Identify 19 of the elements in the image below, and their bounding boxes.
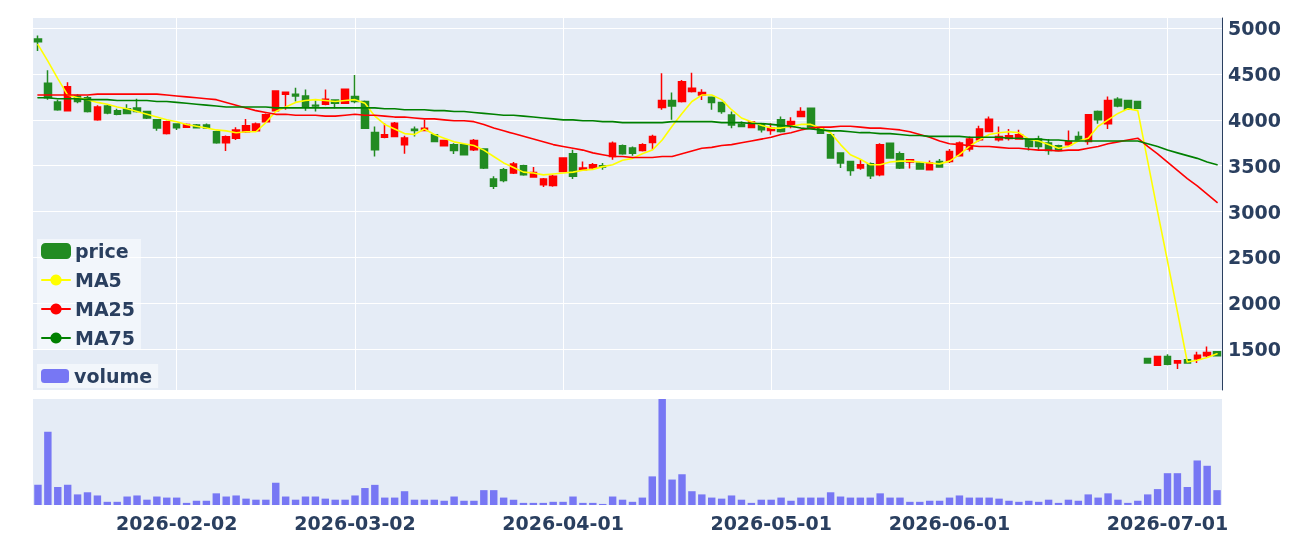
x-tick-label: 2026-02-02 (115, 511, 238, 534)
y-tick-label: 3500 (1228, 154, 1281, 177)
y-tick-label: 2000 (1228, 292, 1281, 315)
x-tick-label: 2026-05-01 (710, 511, 832, 534)
y-tick-label: 5000 (1228, 17, 1281, 40)
x-tick-label: 2026-04-01 (502, 511, 624, 534)
x-tick-label: 2026-03-02 (294, 511, 416, 534)
x-tick-label: 2026-06-01 (888, 511, 1011, 534)
y-tick-label: 4000 (1228, 108, 1281, 131)
legend-label: price (75, 240, 129, 262)
legend-label: MA25 (75, 298, 136, 320)
y-tick-label: 1500 (1228, 338, 1281, 361)
legend-label: volume (74, 365, 153, 387)
y-tick-label: 2500 (1228, 246, 1281, 269)
y-tick-label: 4500 (1228, 62, 1281, 85)
legend-label: MA5 (75, 269, 122, 291)
x-tick-label: 2026-07-01 (1106, 511, 1229, 534)
y-tick-label: 3000 (1228, 200, 1281, 223)
legend-label: MA75 (75, 327, 136, 349)
